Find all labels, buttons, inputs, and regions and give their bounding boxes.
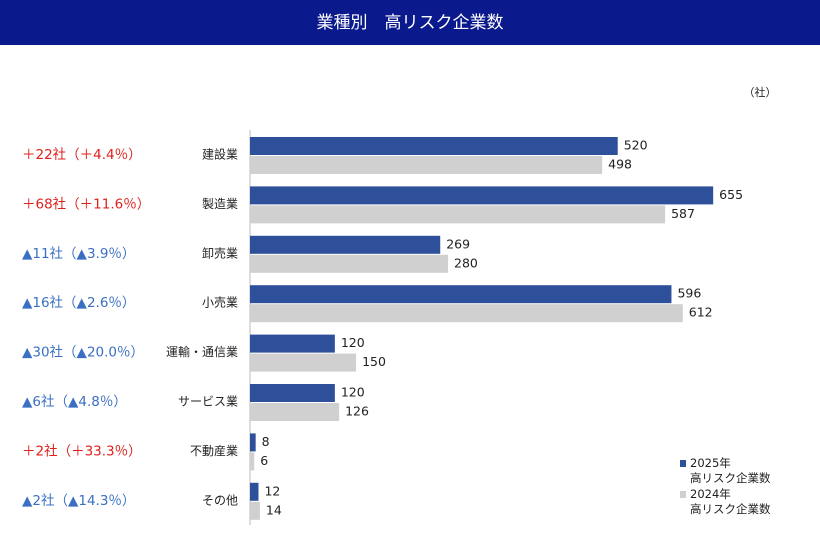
legend-swatch <box>680 460 686 467</box>
bar <box>250 186 714 205</box>
value-label: 6 <box>260 453 268 468</box>
bar <box>250 304 683 323</box>
value-label: 120 <box>341 385 365 400</box>
value-label: 280 <box>454 255 478 270</box>
value-label: 655 <box>719 187 743 202</box>
bar <box>250 452 255 471</box>
bar <box>250 156 603 174</box>
category-label: 不動産業 <box>190 443 238 458</box>
change-label: ＋22社（＋4.4％） <box>22 147 142 163</box>
change-label: ＋68社（＋11.6％） <box>22 196 150 212</box>
legend-text: 2025年 高リスク企業数 <box>690 456 771 485</box>
value-label: 498 <box>608 157 632 172</box>
value-label: 587 <box>671 206 695 221</box>
value-label: 14 <box>266 502 282 517</box>
change-label: ▲11社（▲3.9％） <box>22 246 135 262</box>
bar <box>250 285 672 304</box>
bar <box>250 433 256 452</box>
value-label: 596 <box>677 286 701 301</box>
category-label: サービス業 <box>178 395 238 409</box>
value-label: 126 <box>345 404 369 419</box>
value-label: 520 <box>624 138 648 153</box>
bar <box>250 334 335 353</box>
bar <box>250 235 441 254</box>
value-label: 12 <box>264 483 280 498</box>
change-label: ▲6社（▲4.8％） <box>22 394 127 410</box>
bar <box>250 254 448 273</box>
value-label: 269 <box>446 236 470 251</box>
change-label: ▲30社（▲20.0％） <box>22 345 144 361</box>
bar <box>250 205 666 224</box>
category-label: 卸売業 <box>202 245 238 260</box>
bar <box>250 403 340 421</box>
category-label: その他 <box>202 493 238 507</box>
legend-entry: 2025年 高リスク企業数 <box>680 456 771 486</box>
bar <box>250 482 259 501</box>
value-label: 150 <box>362 354 386 369</box>
bar <box>250 501 260 520</box>
legend-text: 2024年 高リスク企業数 <box>690 487 771 516</box>
value-label: 120 <box>341 335 365 350</box>
category-label: 製造業 <box>202 197 238 211</box>
category-label: 小売業 <box>202 295 238 310</box>
legend-swatch <box>680 491 686 498</box>
chart-title: 業種別 高リスク企業数 <box>317 13 504 33</box>
unit-label: （社） <box>744 85 777 99</box>
legend-entry: 2024年 高リスク企業数 <box>680 487 771 517</box>
bar <box>250 353 357 372</box>
change-label: ＋2社（＋33.3％） <box>22 443 142 459</box>
bar <box>250 384 335 402</box>
category-label: 運輸・通信業 <box>166 344 238 359</box>
change-label: ▲2社（▲14.3％） <box>22 493 135 509</box>
bar <box>250 137 618 155</box>
value-label: 612 <box>689 305 713 320</box>
value-label: 8 <box>262 434 270 449</box>
category-label: 建設業 <box>202 147 238 162</box>
change-label: ▲16社（▲2.6％） <box>22 295 135 311</box>
title-bar <box>0 0 820 45</box>
